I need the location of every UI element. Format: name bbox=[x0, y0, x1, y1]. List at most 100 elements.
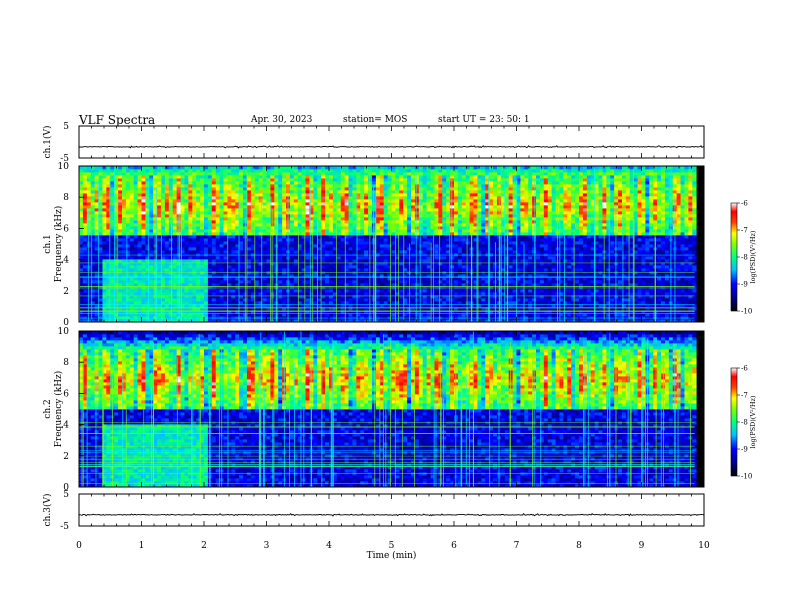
spectrogram-cell bbox=[110, 187, 115, 191]
spectrogram-cell bbox=[434, 196, 439, 200]
spectrogram-cell bbox=[442, 244, 447, 248]
spectrogram-cell bbox=[227, 268, 232, 272]
spectrogram-cell bbox=[360, 199, 365, 203]
spectrogram-cell bbox=[164, 220, 170, 224]
spectrogram-cell bbox=[82, 193, 88, 197]
spectrogram-cell bbox=[243, 172, 248, 176]
spectrogram-cell bbox=[215, 247, 221, 251]
spectrogram-cell bbox=[289, 220, 295, 224]
spectrogram-cell bbox=[157, 202, 162, 206]
spectrogram-cell bbox=[383, 316, 388, 320]
spectrogram-cell bbox=[192, 199, 197, 203]
spectrogram-cell bbox=[184, 301, 189, 305]
spectrogram-cell bbox=[364, 193, 369, 197]
spectrogram-cell bbox=[403, 277, 408, 281]
spectrogram-cell bbox=[395, 268, 400, 272]
spectrogram-cell bbox=[164, 274, 170, 278]
spectrogram-cell bbox=[340, 274, 346, 278]
spectrogram-cell bbox=[418, 250, 424, 254]
y-tick-label: -5 bbox=[60, 154, 69, 164]
spectrogram-cell bbox=[438, 235, 443, 239]
spectrogram-cell bbox=[219, 202, 224, 206]
spectrogram-cell bbox=[348, 274, 353, 278]
spectrogram-cell bbox=[102, 259, 107, 263]
spectrogram-cell bbox=[192, 175, 197, 179]
spectrogram-cell bbox=[258, 253, 263, 257]
spectrogram-cell bbox=[118, 193, 123, 197]
spectrogram-cell bbox=[336, 229, 342, 233]
spectrogram-cell bbox=[250, 241, 256, 245]
spectrogram-cell bbox=[391, 292, 396, 296]
spectrogram-cell bbox=[106, 262, 111, 266]
spectrogram-cell bbox=[82, 169, 88, 173]
spectrogram-cell bbox=[360, 283, 365, 287]
spectrogram-cell bbox=[239, 229, 244, 233]
spectrogram-cell bbox=[79, 169, 84, 173]
spectrogram-cell bbox=[125, 238, 131, 242]
spectrogram-cell bbox=[211, 202, 217, 206]
spectrogram-cell bbox=[379, 229, 385, 233]
spectrogram-cell bbox=[235, 247, 240, 251]
spectrogram-cell bbox=[391, 220, 396, 224]
spectrogram-cell bbox=[399, 169, 404, 173]
spectrogram-cell bbox=[250, 253, 256, 257]
spectrogram-cell bbox=[110, 241, 115, 245]
spectrogram-cell bbox=[340, 229, 346, 233]
spectrogram-cell bbox=[262, 196, 267, 200]
spectrogram-cell bbox=[379, 268, 385, 272]
spectrogram-cell bbox=[438, 316, 443, 320]
spectrogram-cell bbox=[129, 208, 135, 212]
spectrogram-cell bbox=[430, 274, 435, 278]
spectrogram-cell bbox=[90, 289, 96, 293]
spectrogram-cell bbox=[227, 202, 232, 206]
spectrogram-cell bbox=[317, 301, 322, 305]
spectrogram-cell bbox=[161, 289, 166, 293]
spectrogram-cell bbox=[246, 313, 252, 317]
spectrogram-cell bbox=[289, 175, 295, 179]
spectrogram-cell bbox=[430, 205, 435, 209]
spectrogram-cell bbox=[321, 181, 326, 185]
spectrogram-cell bbox=[231, 268, 236, 272]
spectrogram-cell bbox=[176, 193, 181, 197]
spectrogram-cell bbox=[145, 289, 150, 293]
spectrogram-cell bbox=[344, 181, 349, 185]
spectrogram-cell bbox=[434, 313, 439, 317]
spectrogram-cell bbox=[293, 229, 299, 233]
spectrogram-cell bbox=[340, 238, 346, 242]
spectrogram-cell bbox=[157, 280, 162, 284]
spectrogram-cell bbox=[215, 226, 221, 230]
spectrogram-cell bbox=[305, 199, 310, 203]
spectrogram-cell bbox=[239, 259, 244, 263]
spectrogram-cell bbox=[137, 280, 142, 284]
spectrogram-cell bbox=[157, 226, 162, 230]
spectrogram-cell bbox=[157, 205, 162, 209]
spectrogram-cell bbox=[325, 220, 330, 224]
spectrogram-cell bbox=[430, 208, 435, 212]
spectrogram-cell bbox=[379, 259, 385, 263]
spectrogram-cell bbox=[262, 268, 267, 272]
spectrogram-cell bbox=[434, 316, 439, 320]
spectrogram-cell bbox=[164, 172, 170, 176]
spectrogram-cell bbox=[414, 178, 420, 182]
spectrogram-cell bbox=[266, 229, 271, 233]
spectrogram-cell bbox=[383, 247, 388, 251]
spectrogram-cell bbox=[102, 208, 107, 212]
spectrogram-cell bbox=[348, 307, 353, 311]
spectrogram-cell bbox=[325, 283, 330, 287]
spectrogram-cell bbox=[407, 193, 412, 197]
spectrogram-cell bbox=[325, 250, 330, 254]
spectrogram-cell bbox=[86, 196, 92, 200]
spectrogram-cell bbox=[403, 202, 408, 206]
spectrogram-cell bbox=[118, 229, 123, 233]
spectrogram-cell bbox=[375, 166, 381, 170]
spectrogram-cell bbox=[395, 313, 400, 317]
spectrogram-cell bbox=[137, 304, 142, 308]
spectrogram-cell bbox=[274, 187, 279, 191]
spectrogram-cell bbox=[383, 184, 388, 188]
spectrogram-cell bbox=[102, 238, 107, 242]
spectrogram-cell bbox=[129, 214, 135, 218]
spectrogram-cell bbox=[231, 178, 236, 182]
spectrogram-cell bbox=[344, 304, 349, 308]
spectrogram-cell bbox=[204, 316, 209, 320]
spectrogram-cell bbox=[360, 244, 365, 248]
